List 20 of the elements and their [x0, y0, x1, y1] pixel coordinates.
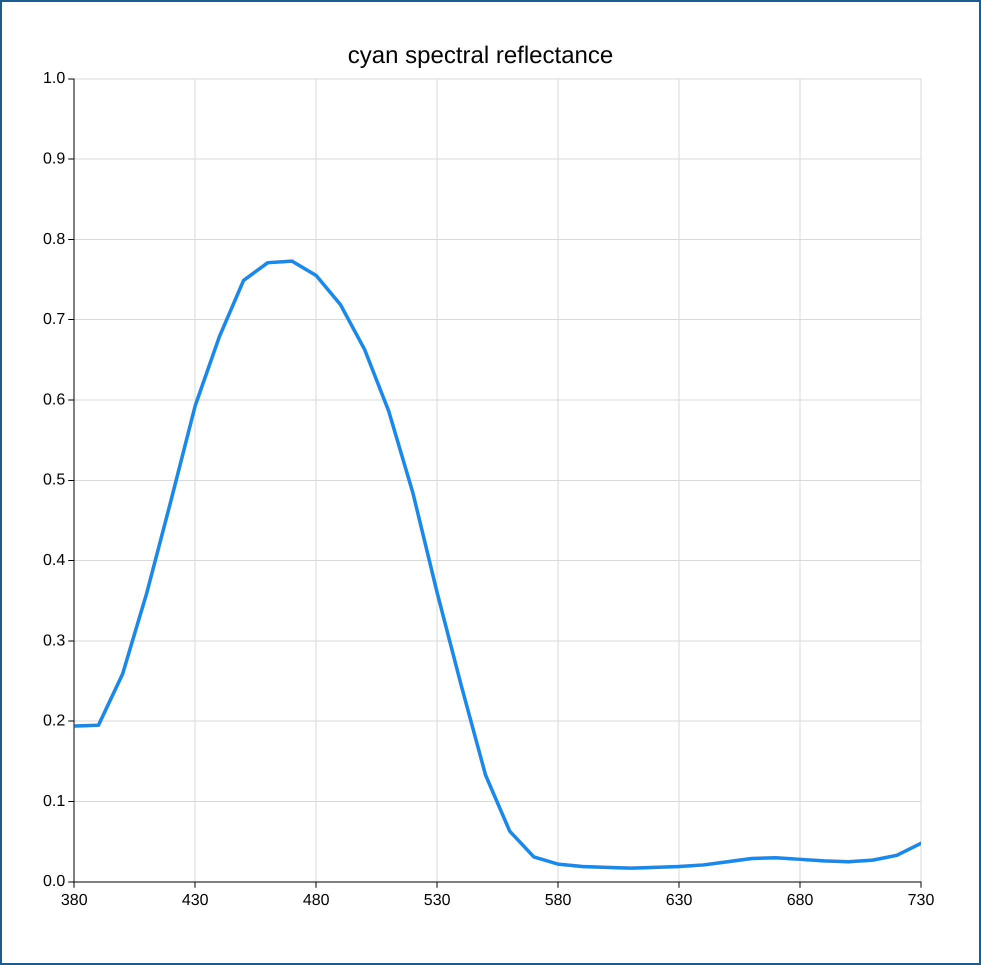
x-tick-label: 380 [60, 892, 88, 909]
y-tick-label: 0.8 [42, 230, 66, 248]
y-tick-label: 0.6 [42, 391, 66, 408]
y-tick-label: 0.7 [42, 311, 66, 328]
y-tick-label: 0.3 [42, 632, 66, 650]
x-tick-label: 730 [908, 892, 934, 909]
y-tick-label: 0.1 [42, 792, 66, 810]
y-tick-label: 0.4 [42, 552, 66, 570]
x-tick-label: 680 [786, 892, 814, 909]
x-tick-label: 430 [182, 892, 209, 909]
y-tick-label: 0.9 [42, 150, 66, 168]
y-tick-label: 1.0 [42, 70, 66, 88]
y-tick-label: 0.2 [42, 712, 66, 730]
x-tick-label: 480 [302, 892, 330, 909]
y-tick-label: 0.0 [42, 873, 66, 890]
x-tick-label: 630 [666, 892, 693, 909]
x-tick-label: 580 [544, 892, 572, 909]
x-tick-label: 530 [424, 892, 451, 909]
chart-title: cyan spectral reflectance [348, 42, 614, 70]
y-tick-label: 0.5 [42, 472, 66, 489]
